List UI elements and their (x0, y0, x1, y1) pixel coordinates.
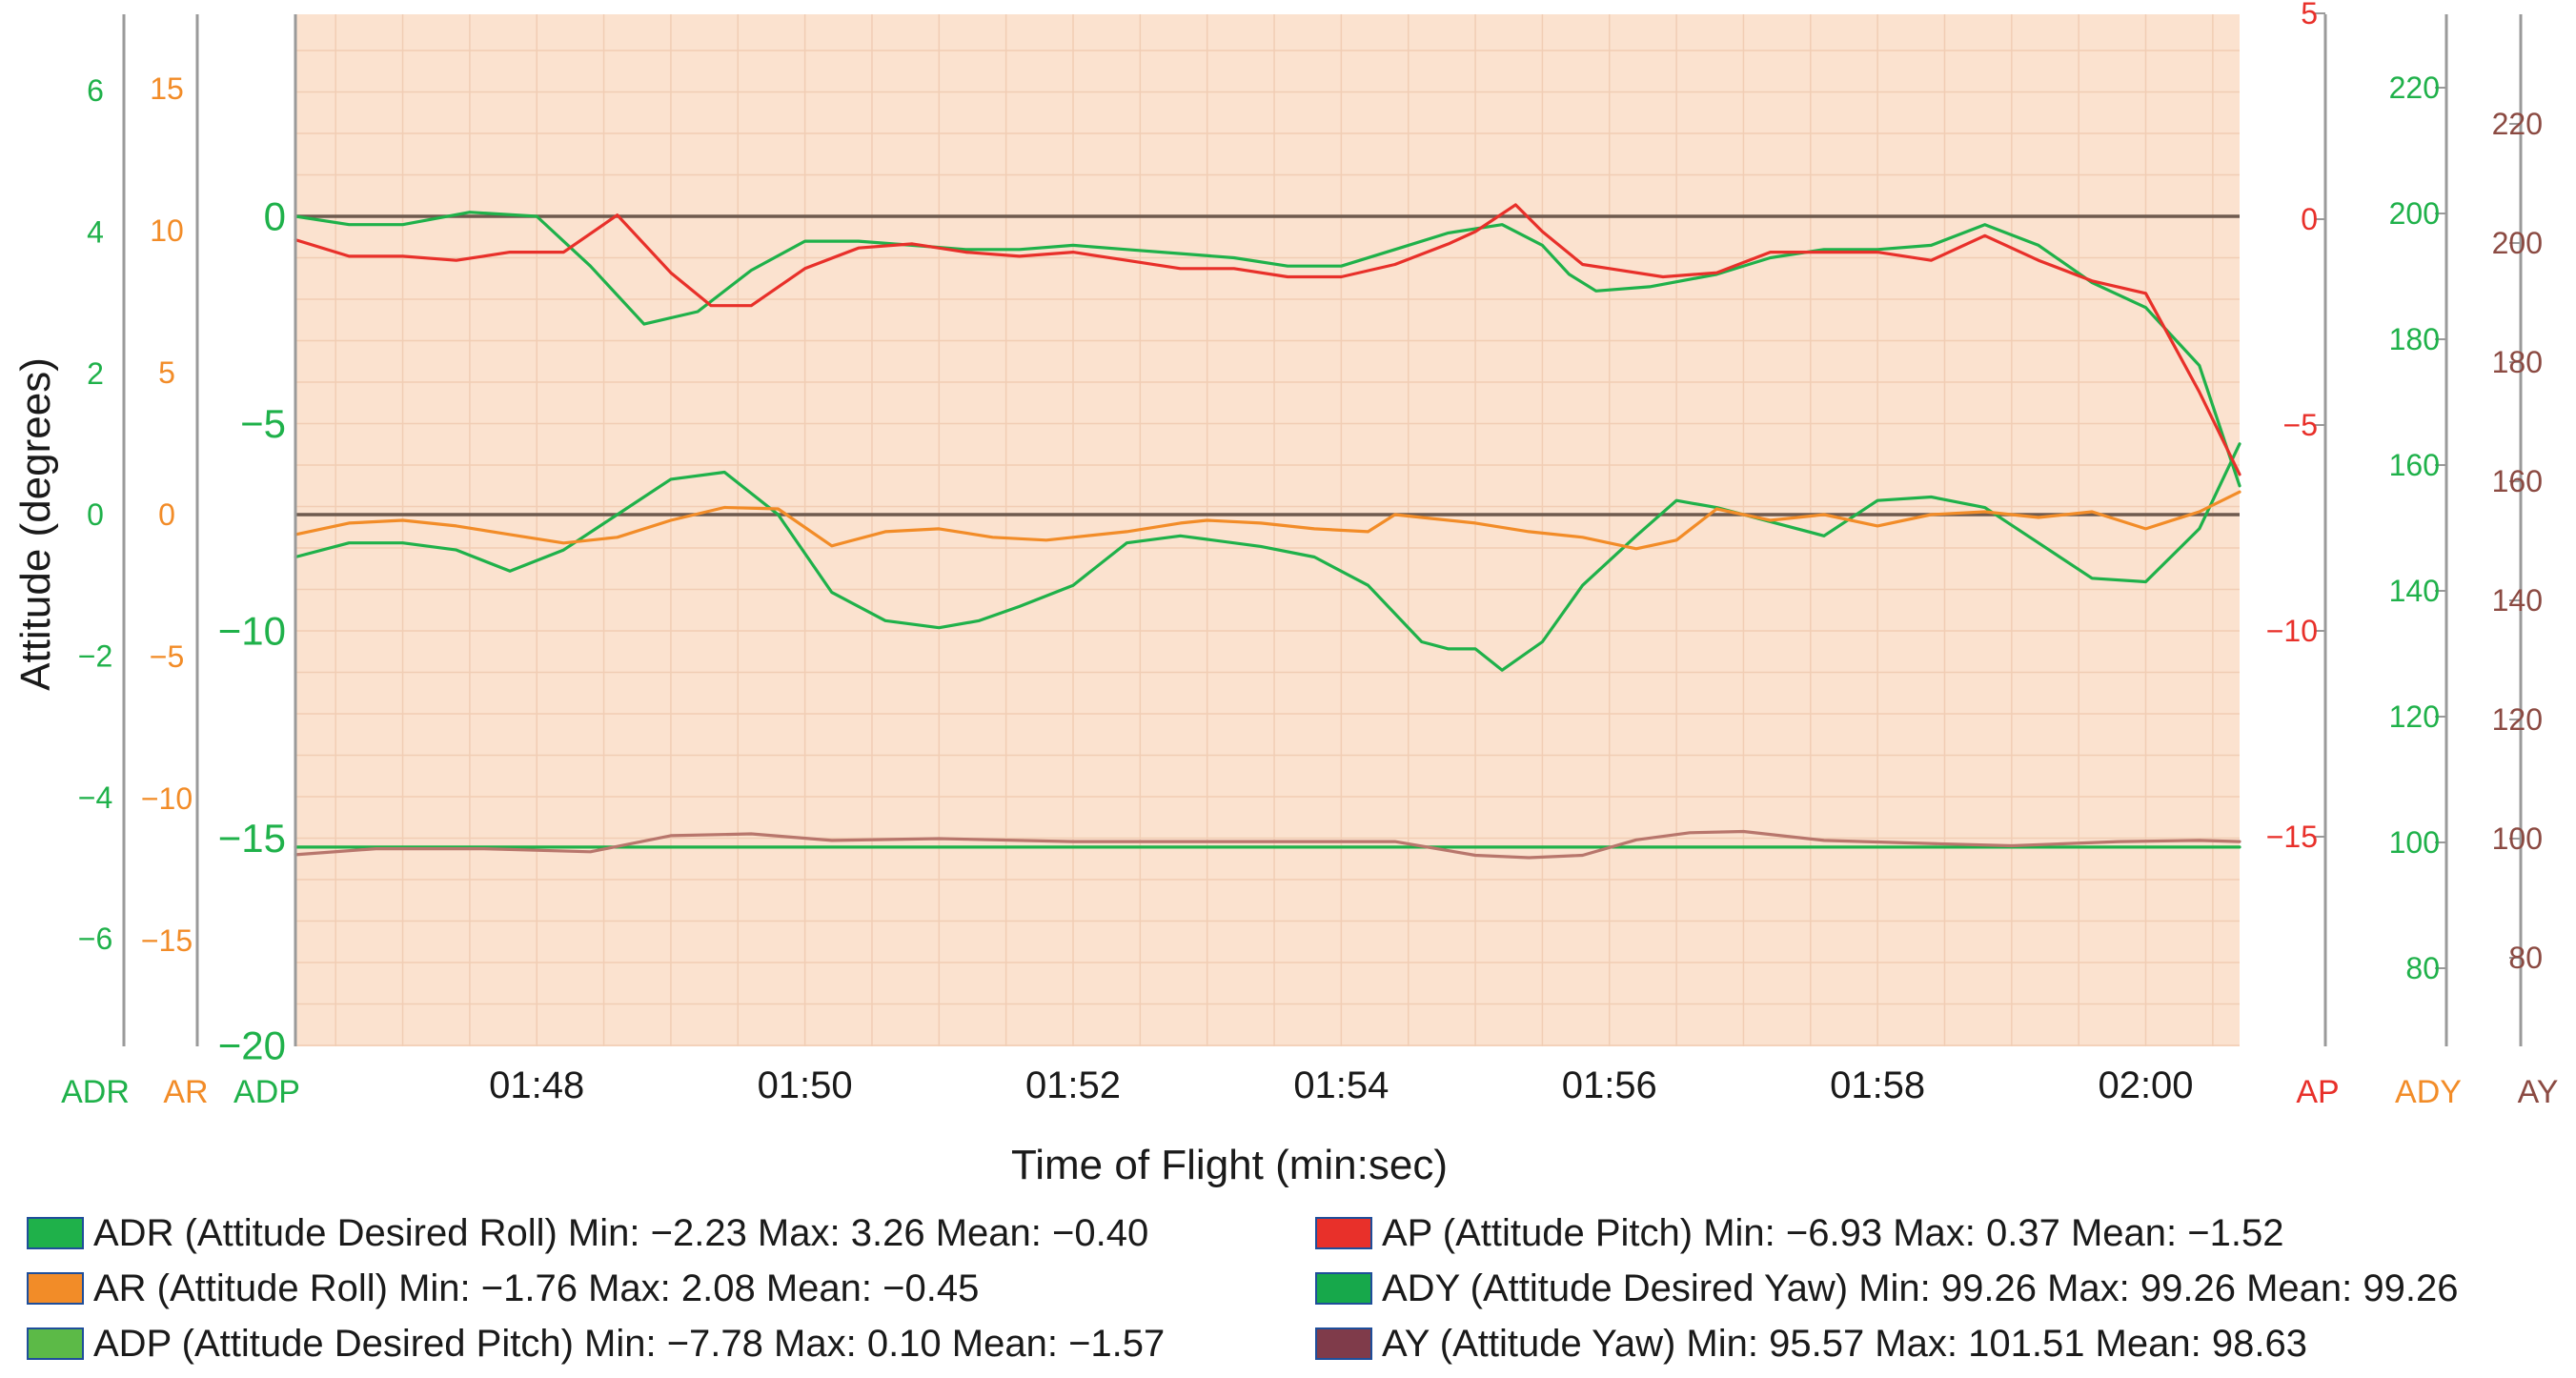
tick-label-ar: −5 (150, 639, 184, 674)
series-line-ay (294, 829, 2241, 860)
x-tick-label: 01:52 (1025, 1064, 1121, 1106)
attitude-chart: 6 4 2 0 −2 −4 −6 ADR 15 10 5 0 −5 −10 −15 AR 0 −5 −10 −15 −2… (12, 0, 2558, 1188)
tick-label-ap: 0 (2301, 202, 2318, 236)
tick-label-ady: 80 (2405, 951, 2440, 985)
legend-item: AY (Attitude Yaw) Min: 95.57 Max: 101.51… (1315, 1319, 2307, 1368)
series-lines (294, 203, 2241, 860)
tick-label-ap: −15 (2266, 820, 2318, 854)
legend-item: AP (Attitude Pitch) Min: −6.93 Max: 0.37… (1315, 1208, 2283, 1258)
x-tick-label: 01:48 (489, 1064, 584, 1106)
x-tick-label: 01:54 (1293, 1064, 1389, 1106)
tick-label-ay: 200 (2492, 226, 2543, 260)
legend-item: ADR (Attitude Desired Roll) Min: −2.23 M… (27, 1208, 1148, 1258)
axes: 6 4 2 0 −2 −4 −6 ADR 15 10 5 0 −5 −10 −15 AR 0 −5 −10 −15 −2… (61, 0, 2558, 1110)
legend-swatch (27, 1217, 84, 1249)
series-line-adr (294, 442, 2241, 672)
x-tick-label: 01:56 (1562, 1064, 1657, 1106)
tick-label-ay: 220 (2492, 107, 2543, 141)
axis-name-ay: AY (2518, 1074, 2559, 1110)
legend-label: AY (Attitude Yaw) Min: 95.57 Max: 101.51… (1382, 1322, 2307, 1365)
tick-label-ay: 140 (2492, 583, 2543, 618)
tick-label-ady: 220 (2389, 71, 2440, 105)
legend-label: ADP (Attitude Desired Pitch) Min: −7.78 … (93, 1322, 1166, 1365)
axis-name-ar: AR (163, 1074, 208, 1110)
tick-label-ap: −10 (2266, 614, 2318, 648)
tick-label-adr: −2 (78, 639, 112, 674)
tick-label-adp: −15 (218, 816, 286, 861)
legend-label: ADR (Attitude Desired Roll) Min: −2.23 M… (93, 1211, 1149, 1254)
x-axis-title: Time of Flight (min:sec) (1011, 1142, 1448, 1188)
tick-label-ar: −10 (141, 781, 193, 816)
tick-label-ady: 200 (2389, 196, 2440, 231)
tick-label-ady: 100 (2389, 825, 2440, 860)
series-line-ap (294, 203, 2241, 476)
legend-item: ADP (Attitude Desired Pitch) Min: −7.78 … (27, 1319, 1165, 1368)
legend-item: AR (Attitude Roll) Min: −1.76 Max: 2.08 … (27, 1264, 979, 1313)
tick-label-ar: 15 (150, 71, 184, 106)
axis-name-adr: ADR (61, 1074, 130, 1110)
tick-label-adr: 2 (87, 356, 104, 391)
tick-label-ar: 5 (158, 355, 175, 390)
tick-label-ar: 0 (158, 497, 175, 532)
legend-label: AR (Attitude Roll) Min: −1.76 Max: 2.08 … (93, 1267, 980, 1309)
plot-area (295, 14, 2240, 1046)
legend-swatch (27, 1327, 84, 1360)
x-tick-label: 01:50 (758, 1064, 853, 1106)
tick-label-ady: 120 (2389, 699, 2440, 734)
series-line-ar (294, 490, 2241, 551)
legend: ADR (Attitude Desired Roll) Min: −2.23 M… (0, 1201, 2576, 1378)
tick-label-adr: −6 (78, 922, 112, 956)
axis-name-ady: ADY (2395, 1074, 2462, 1110)
series-line-adp (294, 211, 2241, 488)
tick-label-ay: 80 (2508, 941, 2543, 975)
tick-label-ady: 160 (2389, 448, 2440, 482)
tick-label-adp: −5 (240, 401, 286, 446)
x-axis: 01:48 01:50 01:52 01:54 01:56 01:58 02:00 (489, 1064, 2193, 1106)
tick-label-adr: −4 (78, 780, 112, 815)
axis-name-adp: ADP (233, 1074, 300, 1110)
legend-label: AP (Attitude Pitch) Min: −6.93 Max: 0.37… (1382, 1211, 2284, 1254)
legend-item: ADY (Attitude Desired Yaw) Min: 99.26 Ma… (1315, 1264, 2459, 1313)
legend-swatch (27, 1272, 84, 1305)
x-tick-label: 01:58 (1830, 1064, 1925, 1106)
tick-label-ady: 140 (2389, 574, 2440, 608)
tick-label-ap: −5 (2283, 408, 2318, 442)
legend-label: ADY (Attitude Desired Yaw) Min: 99.26 Ma… (1382, 1267, 2459, 1309)
tick-label-ay: 120 (2492, 702, 2543, 737)
tick-label-adr: 4 (87, 215, 104, 250)
tick-label-ay: 160 (2492, 464, 2543, 498)
axis-name-ap: AP (2296, 1074, 2339, 1110)
legend-swatch (1315, 1217, 1372, 1249)
tick-label-ay: 100 (2492, 821, 2543, 856)
tick-label-ay: 180 (2492, 345, 2543, 379)
tick-label-ap: 5 (2301, 0, 2318, 30)
tick-label-ar: 10 (150, 213, 184, 248)
tick-label-adp: −20 (218, 1023, 286, 1068)
y-axis-title: Attitude (degrees) (12, 357, 59, 691)
x-tick-label: 02:00 (2098, 1064, 2193, 1106)
legend-swatch (1315, 1327, 1372, 1360)
tick-label-adp: −10 (218, 609, 286, 654)
tick-label-adp: 0 (264, 194, 286, 239)
tick-label-adr: 0 (87, 497, 104, 532)
legend-swatch (1315, 1272, 1372, 1305)
tick-label-adr: 6 (87, 73, 104, 108)
tick-label-ar: −15 (141, 923, 193, 958)
plot-background (295, 14, 2240, 1046)
tick-label-ady: 180 (2389, 322, 2440, 356)
